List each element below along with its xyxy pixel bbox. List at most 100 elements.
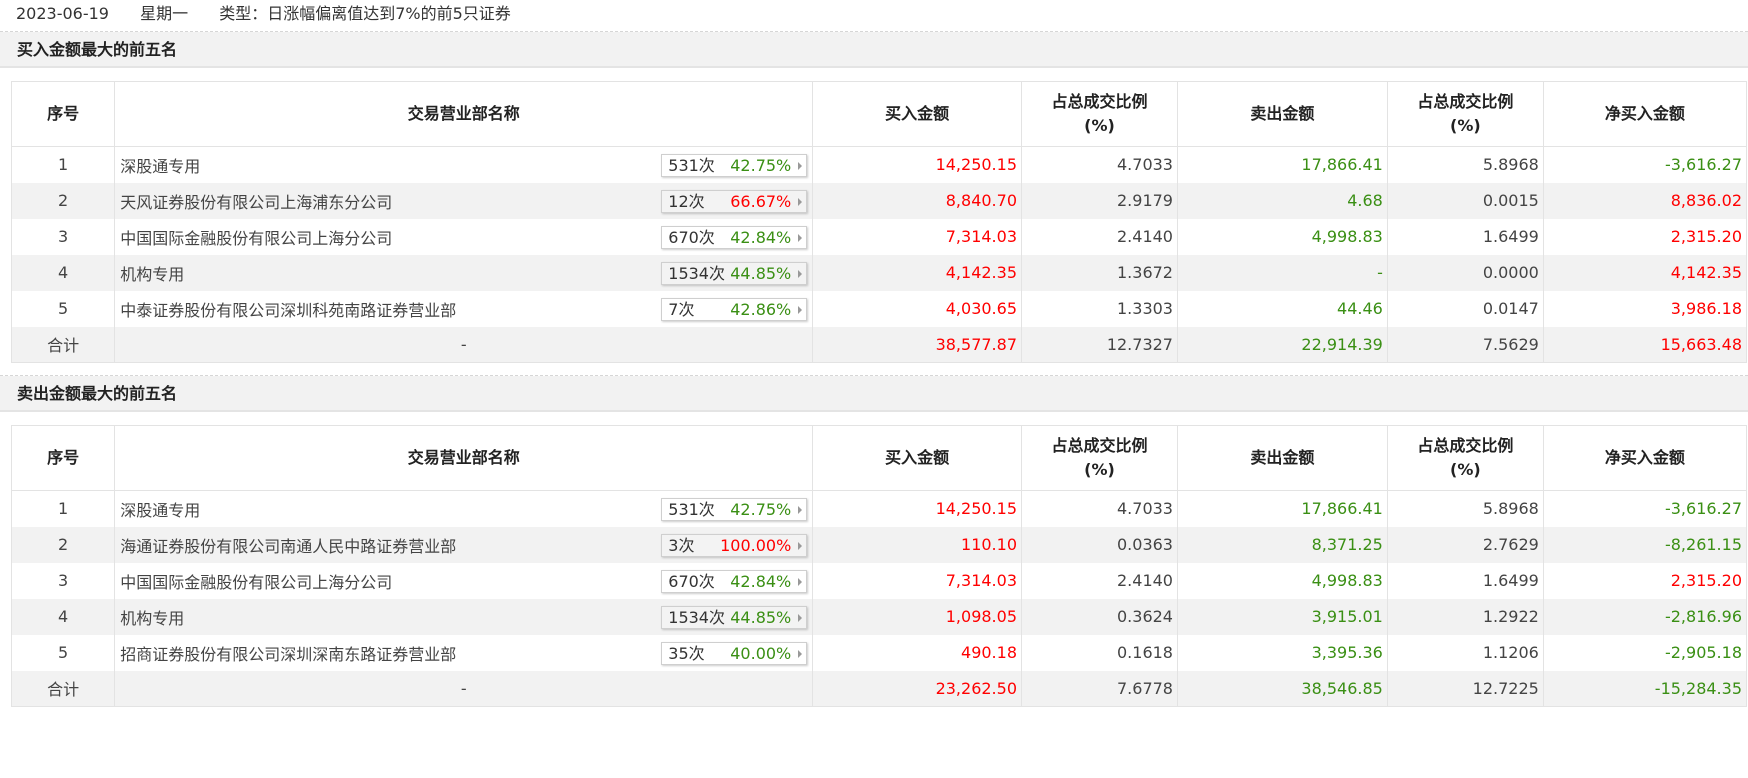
dept-name-link[interactable]: 中泰证券股份有限公司深圳科苑南路证券营业部 bbox=[120, 300, 457, 320]
total-label: 合计 bbox=[10, 670, 116, 707]
caret-right-icon bbox=[798, 506, 803, 514]
dept-stats-button[interactable]: 7次 42.86% bbox=[661, 297, 808, 321]
caret-right-icon bbox=[798, 197, 803, 206]
seq-cell: 3 bbox=[10, 218, 116, 255]
trade-count: 12次 bbox=[668, 191, 705, 211]
total-row: 合计 -23,262.50 7.6778 38,546.85 12.7225 -15,28… bbox=[10, 670, 1748, 707]
seq-cell: 4 bbox=[10, 598, 116, 635]
dept-stats-button[interactable]: 35次 40.00% bbox=[661, 641, 808, 665]
dept-stats-button[interactable]: 670次 42.84% bbox=[661, 225, 808, 249]
col-buy: 买入金额 bbox=[812, 425, 1022, 491]
sell-amount-cell: 4,998.83 bbox=[1176, 562, 1388, 599]
net-amount-cell: 4,142.35 bbox=[1542, 254, 1748, 291]
dept-cell: 招商证券股份有限公司深圳深南东路证券营业部 35次 40.00% bbox=[114, 634, 814, 671]
buy-amount-cell: 7,314.03 bbox=[812, 218, 1022, 255]
col-net: 净买入金额 bbox=[1542, 81, 1748, 147]
list-type: 类型：日涨幅偏离值达到7%的前5只证券 bbox=[219, 4, 511, 23]
buy-amount-cell: 14,250.15 bbox=[812, 146, 1022, 183]
buy-pct-cell: 1.3672 bbox=[1021, 254, 1178, 291]
dept-stats-button[interactable]: 531次 42.75% bbox=[661, 154, 808, 177]
dept-cell: 中泰证券股份有限公司深圳科苑南路证券营业部 7次 42.86% bbox=[114, 290, 814, 327]
table-row: 5 招商证券股份有限公司深圳深南东路证券营业部 35次 40.00% 490.18 0.1… bbox=[10, 634, 1748, 671]
total-sell-cell: 22,914.39 bbox=[1176, 326, 1388, 363]
total-buy-pct-cell: 12.7327 bbox=[1021, 326, 1178, 363]
table-row: 4 机构专用 1534次 44.85% 1,098.05 0.3624 3,915.01 1.… bbox=[10, 598, 1748, 635]
dept-name-link[interactable]: 天风证券股份有限公司上海浦东分公司 bbox=[120, 192, 393, 212]
caret-right-icon bbox=[798, 305, 803, 314]
dept-name-link[interactable]: 深股通专用 bbox=[120, 500, 201, 520]
total-dept-cell: - bbox=[114, 670, 814, 707]
col-dept: 交易营业部名称 bbox=[114, 425, 814, 491]
success-rate: 66.67% bbox=[730, 191, 792, 211]
dept-name-link[interactable]: 招商证券股份有限公司深圳深南东路证券营业部 bbox=[120, 644, 457, 664]
trade-count: 531次 bbox=[668, 500, 715, 519]
sell-amount-cell: 3,395.36 bbox=[1176, 634, 1388, 671]
net-amount-cell: -3,616.27 bbox=[1542, 490, 1748, 527]
success-rate: 42.75% bbox=[730, 156, 792, 175]
dept-cell: 深股通专用 531次 42.75% bbox=[114, 490, 814, 527]
buy-pct-cell: 2.4140 bbox=[1021, 562, 1178, 599]
dept-stats-button[interactable]: 531次 42.75% bbox=[661, 498, 808, 521]
dept-name-link[interactable]: 深股通专用 bbox=[120, 156, 201, 176]
net-amount-cell: -3,616.27 bbox=[1542, 146, 1748, 183]
dept-name-link[interactable]: 机构专用 bbox=[120, 608, 185, 628]
sell-amount-cell: 8,371.25 bbox=[1176, 526, 1388, 563]
trade-count: 1534次 bbox=[668, 607, 725, 627]
caret-right-icon bbox=[798, 269, 803, 278]
buy-pct-cell: 2.9179 bbox=[1021, 182, 1178, 219]
buy-amount-cell: 110.10 bbox=[812, 526, 1022, 563]
col-seq: 序号 bbox=[10, 81, 116, 147]
dept-stats-button[interactable]: 12次 66.67% bbox=[661, 189, 808, 213]
dept-cell: 海通证券股份有限公司南通人民中路证券营业部 3次 100.00% bbox=[114, 526, 814, 563]
success-rate: 42.86% bbox=[730, 299, 792, 319]
col-buy-pct: 占总成交比例 (%) bbox=[1021, 81, 1178, 147]
dept-name-link[interactable]: 海通证券股份有限公司南通人民中路证券营业部 bbox=[120, 536, 457, 556]
buy-amount-cell: 4,142.35 bbox=[812, 254, 1022, 291]
seq-cell: 3 bbox=[10, 562, 116, 599]
caret-right-icon bbox=[798, 649, 803, 658]
buy-top5-table: 序号 交易营业部名称 买入金额 占总成交比例 (%) 卖出金额 占总成交比例 (%)… bbox=[10, 81, 1748, 363]
dept-cell: 深股通专用 531次 42.75% bbox=[114, 146, 814, 183]
dept-stats-button[interactable]: 3次 100.00% bbox=[661, 533, 808, 557]
total-label: 合计 bbox=[10, 326, 116, 363]
dept-cell: 天风证券股份有限公司上海浦东分公司 12次 66.67% bbox=[114, 182, 814, 219]
sell-pct-cell: 2.7629 bbox=[1386, 526, 1544, 563]
trade-count: 531次 bbox=[668, 156, 715, 175]
sell-amount-cell: 44.46 bbox=[1176, 290, 1388, 327]
dept-cell: 机构专用 1534次 44.85% bbox=[114, 254, 814, 291]
trade-count: 670次 bbox=[668, 571, 715, 591]
table-row: 5 中泰证券股份有限公司深圳科苑南路证券营业部 7次 42.86% 4,030.65 1.… bbox=[10, 290, 1748, 327]
net-amount-cell: 3,986.18 bbox=[1542, 290, 1748, 327]
col-dept: 交易营业部名称 bbox=[114, 81, 814, 147]
dept-stats-button[interactable]: 1534次 44.85% bbox=[661, 261, 808, 285]
seq-cell: 2 bbox=[10, 526, 116, 563]
dept-name-link[interactable]: 中国国际金融股份有限公司上海分公司 bbox=[120, 572, 393, 592]
trade-count: 35次 bbox=[668, 643, 705, 663]
dept-stats-button[interactable]: 670次 42.84% bbox=[661, 569, 808, 593]
col-net: 净买入金额 bbox=[1542, 425, 1748, 491]
trade-count: 670次 bbox=[668, 227, 715, 247]
dept-name-link[interactable]: 机构专用 bbox=[120, 264, 185, 284]
table-row: 2 海通证券股份有限公司南通人民中路证券营业部 3次 100.00% 110.10 0.0… bbox=[10, 526, 1748, 563]
table-row: 1 深股通专用 531次 42.75% 14,250.15 4.7033 17,866.41… bbox=[10, 146, 1748, 183]
success-rate: 40.00% bbox=[730, 643, 792, 663]
col-seq: 序号 bbox=[10, 425, 116, 491]
buy-pct-cell: 4.7033 bbox=[1021, 490, 1178, 527]
trade-count: 3次 bbox=[668, 535, 695, 555]
sell-amount-cell: 4.68 bbox=[1176, 182, 1388, 219]
success-rate: 42.84% bbox=[730, 227, 792, 247]
buy-pct-cell: 0.1618 bbox=[1021, 634, 1178, 671]
buy-top5-title: 买入金额最大的前五名 bbox=[0, 32, 1748, 68]
dept-cell: 中国国际金融股份有限公司上海分公司 670次 42.84% bbox=[114, 218, 814, 255]
col-sell-pct: 占总成交比例 (%) bbox=[1386, 81, 1544, 147]
buy-pct-cell: 4.7033 bbox=[1021, 146, 1178, 183]
dept-name-link[interactable]: 中国国际金融股份有限公司上海分公司 bbox=[120, 228, 393, 248]
sell-pct-cell: 5.8968 bbox=[1386, 490, 1544, 527]
filter-bar: 2023-06-19 星期一 类型：日涨幅偏离值达到7%的前5只证券 bbox=[0, 0, 1748, 32]
table-row: 2 天风证券股份有限公司上海浦东分公司 12次 66.67% 8,840.70 2.917… bbox=[10, 182, 1748, 219]
buy-amount-cell: 7,314.03 bbox=[812, 562, 1022, 599]
net-amount-cell: -2,905.18 bbox=[1542, 634, 1748, 671]
total-sell-cell: 38,546.85 bbox=[1176, 670, 1388, 707]
total-sell-pct-cell: 12.7225 bbox=[1386, 670, 1544, 707]
dept-stats-button[interactable]: 1534次 44.85% bbox=[661, 605, 808, 629]
